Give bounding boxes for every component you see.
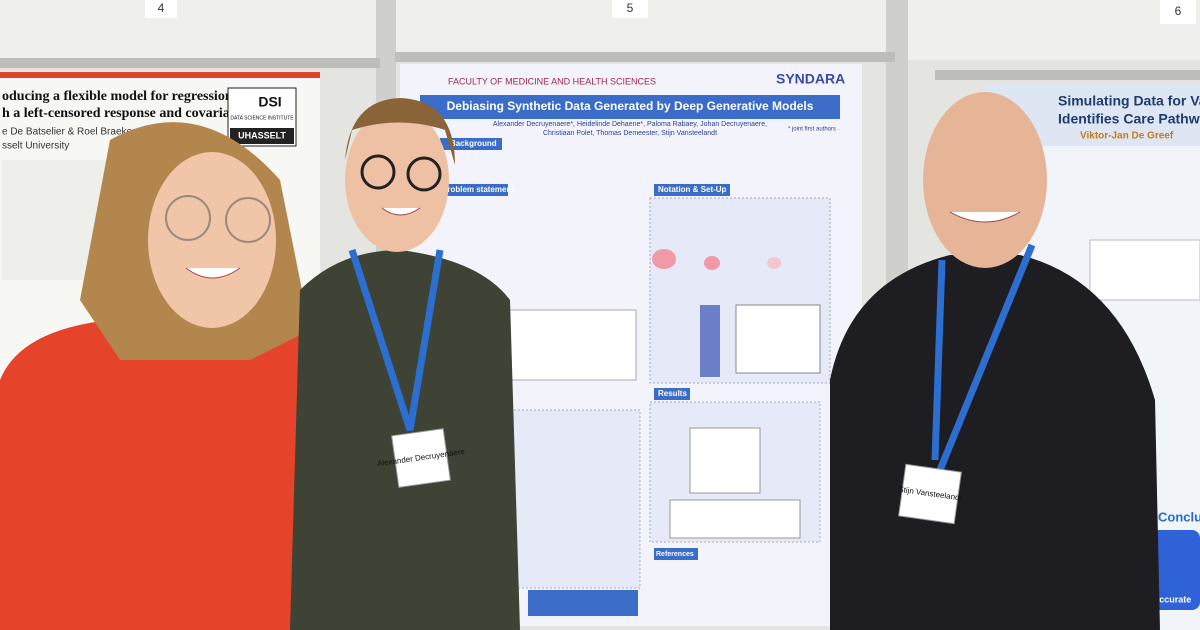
logo-name: DATA SCIENCE INSTITUTE: [230, 115, 294, 121]
figure: [700, 305, 720, 377]
glasses: [360, 154, 396, 190]
diagram-node: [652, 249, 676, 269]
logo-mark: DSI: [258, 94, 281, 110]
poster-title: Identifies Care Pathways: [1058, 111, 1200, 127]
rod: [395, 52, 895, 62]
smile: [185, 267, 241, 279]
section-head: [440, 184, 508, 196]
panel-tag: [145, 0, 177, 18]
card-label: Accurate: [1153, 594, 1192, 604]
project-logo: SYNDARA: [776, 71, 845, 87]
smile: [381, 207, 421, 216]
section-head: [654, 388, 690, 400]
glasses: [406, 156, 442, 192]
panel-tag: [1160, 0, 1196, 24]
glasses: [165, 195, 211, 241]
poster-authors: Alexander Decruyenaere*, Heidelinde Deha…: [493, 121, 767, 128]
rod: [0, 58, 380, 68]
section-head: [654, 184, 730, 196]
poster-title: Debiasing Synthetic Data Generated by De…: [447, 99, 814, 113]
person-hair: [345, 98, 455, 165]
logo-bar: [230, 128, 294, 144]
figure: [505, 309, 637, 381]
panel-tag: [612, 0, 648, 18]
lanyard: [931, 243, 1036, 472]
section-head: [654, 548, 698, 560]
figure: [669, 499, 801, 539]
badge: [391, 428, 451, 488]
section-head: [440, 138, 502, 150]
diagram-node: [704, 256, 720, 270]
poster-title: Simulating Data for Valida: [1058, 93, 1200, 109]
poster-affiliation: sselt University: [2, 141, 69, 152]
diagram-node: [767, 257, 781, 269]
poster-title: h a left-censored response and covariate: [2, 106, 241, 121]
rod: [935, 70, 1200, 80]
logo-university: UHASSELT: [238, 130, 286, 140]
panel-number: 4: [158, 1, 165, 15]
badge: [898, 463, 962, 525]
section-title: References: [656, 551, 694, 558]
person-face: [345, 108, 449, 252]
section-title: Conclusi: [1158, 509, 1200, 524]
section-title: Notation & Set-Up: [658, 185, 727, 194]
panel-number: 5: [627, 1, 634, 15]
figure: [735, 304, 821, 374]
lanyard: [348, 248, 444, 432]
section-title: Problem statement: [442, 185, 514, 194]
footer-bar: [528, 590, 638, 616]
poster-title: oducing a flexible model for regression …: [2, 89, 279, 104]
title-bar: [420, 95, 840, 119]
person-sweater: [830, 255, 1160, 630]
figure: [1089, 239, 1200, 301]
poster-authors: Christiaan Polet, Thomas Demeester, Stij…: [543, 130, 717, 137]
poster-authors: e De Batselier & Roel Braekers: [2, 127, 140, 138]
poster-author: Viktor-Jan De Greef: [1080, 131, 1174, 142]
figure: [689, 427, 761, 494]
poster-note: * joint first authors: [788, 127, 836, 133]
wall-top: [0, 0, 1200, 60]
section-title: Results: [658, 389, 687, 398]
section-title: Background: [450, 139, 497, 148]
glasses: [225, 197, 271, 243]
person-face: [148, 152, 276, 328]
person-face: [923, 92, 1047, 268]
smile: [949, 211, 1021, 223]
panel-number: 6: [1175, 4, 1182, 18]
faculty: FACULTY OF MEDICINE AND HEALTH SCIENCES: [448, 76, 656, 86]
poster-stripe: [0, 72, 320, 78]
